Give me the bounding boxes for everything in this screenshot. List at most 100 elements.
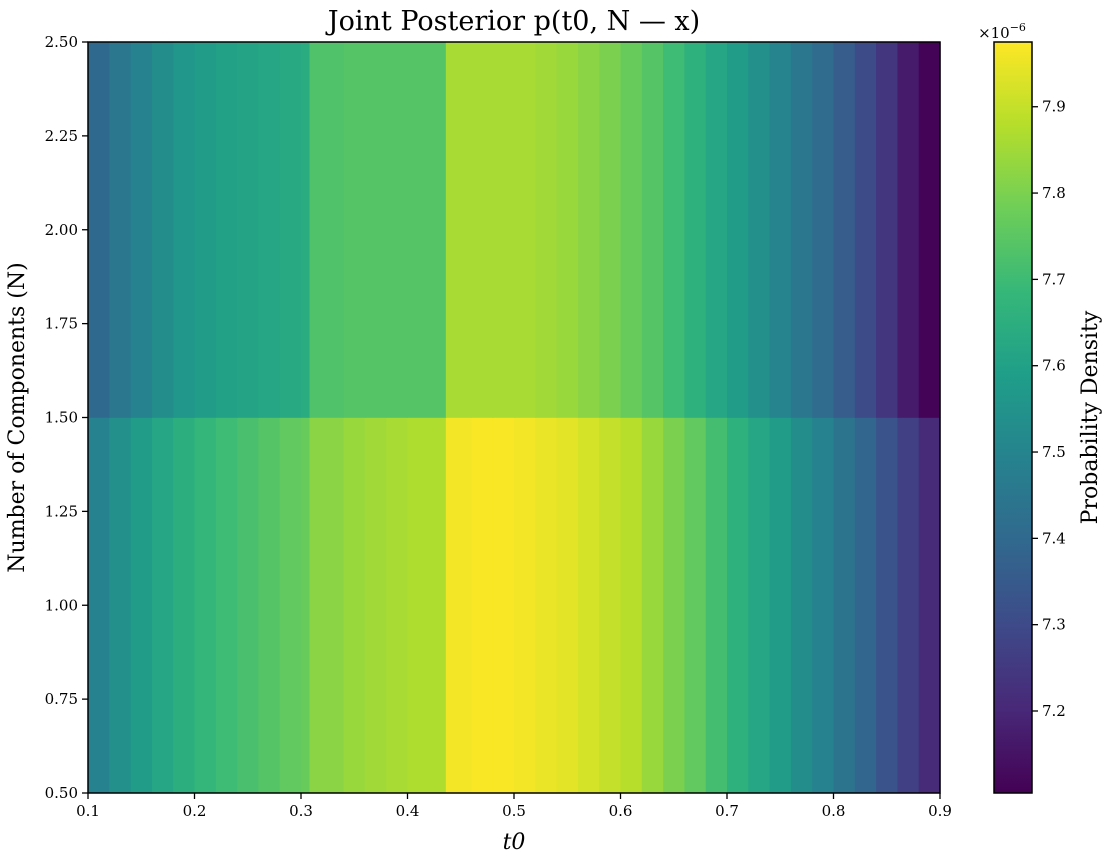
heatmap-cell xyxy=(109,417,132,794)
y-tick-label: 1.25 xyxy=(45,502,78,520)
y-tick-label: 1.75 xyxy=(45,315,78,333)
heatmap-cell xyxy=(407,42,447,418)
x-axis-title: t0 xyxy=(503,830,526,855)
y-axis-title: Number of Components (N) xyxy=(5,262,30,572)
x-tick-label: 0.6 xyxy=(609,802,633,820)
heatmap-cell xyxy=(88,42,110,418)
colorbar-tick-label: 7.8 xyxy=(1042,184,1066,202)
heatmap-cell xyxy=(769,417,792,794)
heatmap-cell xyxy=(918,42,941,418)
heatmap-cell xyxy=(620,42,643,418)
colorbar-tick-label: 7.3 xyxy=(1042,616,1066,634)
heatmap-cell xyxy=(194,417,217,794)
heatmap-cell xyxy=(301,417,311,794)
heatmap-cell xyxy=(556,42,579,418)
heatmap-cell xyxy=(258,42,281,418)
colorbar-tick-label: 7.5 xyxy=(1042,443,1066,461)
heatmap-cell xyxy=(130,417,153,794)
y-tick-label: 2.25 xyxy=(45,127,78,145)
heatmap-cell xyxy=(663,417,685,794)
colorbar-multiplier-base: ×10 xyxy=(978,24,1010,42)
heatmap-cell xyxy=(684,417,707,794)
heatmap-cell xyxy=(364,417,387,794)
heatmap-cell xyxy=(876,42,898,418)
y-tick-label: 2.00 xyxy=(45,221,78,239)
heatmap-cell xyxy=(309,42,345,418)
heatmap-cell xyxy=(343,417,366,794)
heatmap-cell xyxy=(812,417,835,794)
heatmap-cell xyxy=(854,417,877,794)
heatmap-cell xyxy=(258,417,281,794)
heatmap-cell xyxy=(727,42,749,418)
heatmap-cell xyxy=(445,42,472,418)
heatmap-cell xyxy=(790,42,813,418)
heatmap-cell xyxy=(599,42,622,418)
heatmap-cell xyxy=(471,417,494,794)
colorbar-tick-label: 7.9 xyxy=(1042,98,1066,116)
heatmap-cell xyxy=(876,417,898,794)
heatmap-cell xyxy=(215,42,238,418)
heatmap-cell xyxy=(492,42,515,418)
heatmap-cell xyxy=(748,42,771,418)
chart-title: Joint Posterior p(t0, N — x) xyxy=(325,6,700,37)
heatmap-cell xyxy=(641,42,664,418)
colorbar-multiplier-exponent: −6 xyxy=(1010,21,1026,34)
heatmap-cell xyxy=(279,417,302,794)
heatmap-cell xyxy=(535,417,558,794)
y-tick-label: 1.00 xyxy=(45,596,78,614)
heatmap-cell xyxy=(492,417,515,794)
heatmap-cell xyxy=(514,42,536,418)
colorbar-tick-label: 7.2 xyxy=(1042,702,1066,720)
heatmap-cell xyxy=(343,42,366,418)
colorbar-gradient xyxy=(994,42,1032,793)
heatmap-cell xyxy=(620,417,643,794)
heatmap-cell xyxy=(151,417,174,794)
colorbar: 7.2 7.3 7.4 7.5 7.6 7.7 7.8 7.9 ×10−6 Probabili… xyxy=(978,21,1103,794)
heatmap-cell xyxy=(812,42,835,418)
heatmap-cell xyxy=(790,417,813,794)
heatmap-cell xyxy=(897,42,920,418)
colorbar-tick-label: 7.6 xyxy=(1042,357,1066,375)
colorbar-tick-label: 7.7 xyxy=(1042,270,1066,288)
heatmap-cell xyxy=(309,417,345,794)
heatmap-cell xyxy=(471,42,494,418)
x-tick-label: 0.3 xyxy=(289,802,313,820)
y-tick-label: 0.75 xyxy=(45,690,78,708)
heatmap-cell xyxy=(301,42,311,418)
heatmap-cell xyxy=(215,417,238,794)
heatmap-cell xyxy=(535,42,558,418)
y-axis-ticks: 0.50 0.75 1.00 1.25 1.50 1.75 2.00 2.25 2.50 xyxy=(45,33,88,802)
heatmap-cell xyxy=(833,417,856,794)
heatmap-cell xyxy=(577,417,600,794)
x-tick-label: 0.8 xyxy=(822,802,846,820)
x-tick-label: 0.1 xyxy=(76,802,100,820)
x-tick-label: 0.5 xyxy=(502,802,526,820)
heatmap-cell xyxy=(445,417,472,794)
heatmap-cell xyxy=(918,417,941,794)
heatmap-cell xyxy=(748,417,771,794)
heatmap-cell xyxy=(407,417,447,794)
heatmap-cell xyxy=(833,42,856,418)
heatmap-cell xyxy=(599,417,622,794)
heatmap-cell xyxy=(705,42,728,418)
heatmap-cell xyxy=(663,42,685,418)
heatmap-cells xyxy=(88,42,941,794)
x-tick-label: 0.7 xyxy=(715,802,739,820)
heatmap-cell xyxy=(386,417,409,794)
heatmap-cell xyxy=(88,417,110,794)
y-tick-label: 1.50 xyxy=(45,409,78,427)
x-tick-label: 0.9 xyxy=(928,802,952,820)
heatmap-cell xyxy=(173,417,196,794)
heatmap-cell xyxy=(386,42,409,418)
heatmap-cell xyxy=(194,42,217,418)
heatmap-cell xyxy=(130,42,153,418)
colorbar-frame xyxy=(993,41,1033,794)
heatmap-cell xyxy=(684,42,707,418)
colorbar-multiplier: ×10−6 xyxy=(978,21,1026,42)
colorbar-tick-label: 7.4 xyxy=(1042,529,1066,547)
y-tick-label: 2.50 xyxy=(45,33,78,51)
heatmap-cell xyxy=(173,42,196,418)
heatmap-cell xyxy=(727,417,749,794)
